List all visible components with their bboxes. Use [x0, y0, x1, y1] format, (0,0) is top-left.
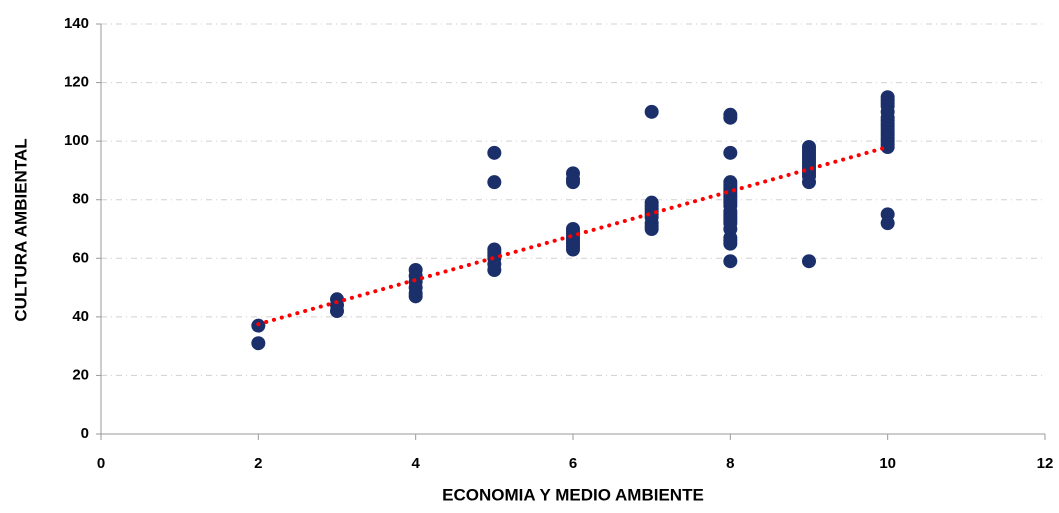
point	[723, 110, 738, 125]
point	[487, 145, 502, 160]
point	[802, 175, 816, 190]
x-tick-label: 6	[569, 455, 577, 472]
point	[487, 175, 502, 190]
y-tick-label: 140	[64, 15, 89, 32]
y-tick-label: 80	[72, 191, 89, 208]
x-tick-label: 12	[1037, 455, 1054, 472]
x-tick-label: 8	[726, 455, 734, 472]
x-tick-label: 10	[879, 455, 896, 472]
x-tick-label: 4	[411, 455, 420, 472]
point	[644, 104, 659, 119]
point	[566, 175, 580, 190]
point	[644, 222, 659, 236]
point	[723, 145, 738, 160]
point	[487, 263, 502, 277]
y-tick-label: 100	[64, 132, 89, 149]
y-axis-label: CULTURA AMBIENTAL	[11, 138, 30, 321]
y-tick-label: 0	[81, 425, 89, 442]
point	[723, 236, 738, 251]
point	[408, 289, 423, 304]
x-tick-label: 2	[254, 455, 262, 472]
y-tick-label: 20	[72, 366, 89, 383]
x-tick-label: 0	[97, 455, 105, 472]
point	[723, 254, 738, 269]
y-tick-label: 60	[72, 249, 89, 266]
x-axis-label: ECONOMIA Y MEDIO AMBIENTE	[442, 485, 704, 504]
point	[330, 304, 344, 318]
point	[802, 254, 816, 269]
point	[566, 242, 580, 257]
point	[880, 140, 895, 154]
y-tick-label: 120	[64, 74, 89, 91]
point	[880, 216, 895, 231]
y-tick-label: 40	[72, 308, 89, 325]
point	[251, 336, 266, 351]
